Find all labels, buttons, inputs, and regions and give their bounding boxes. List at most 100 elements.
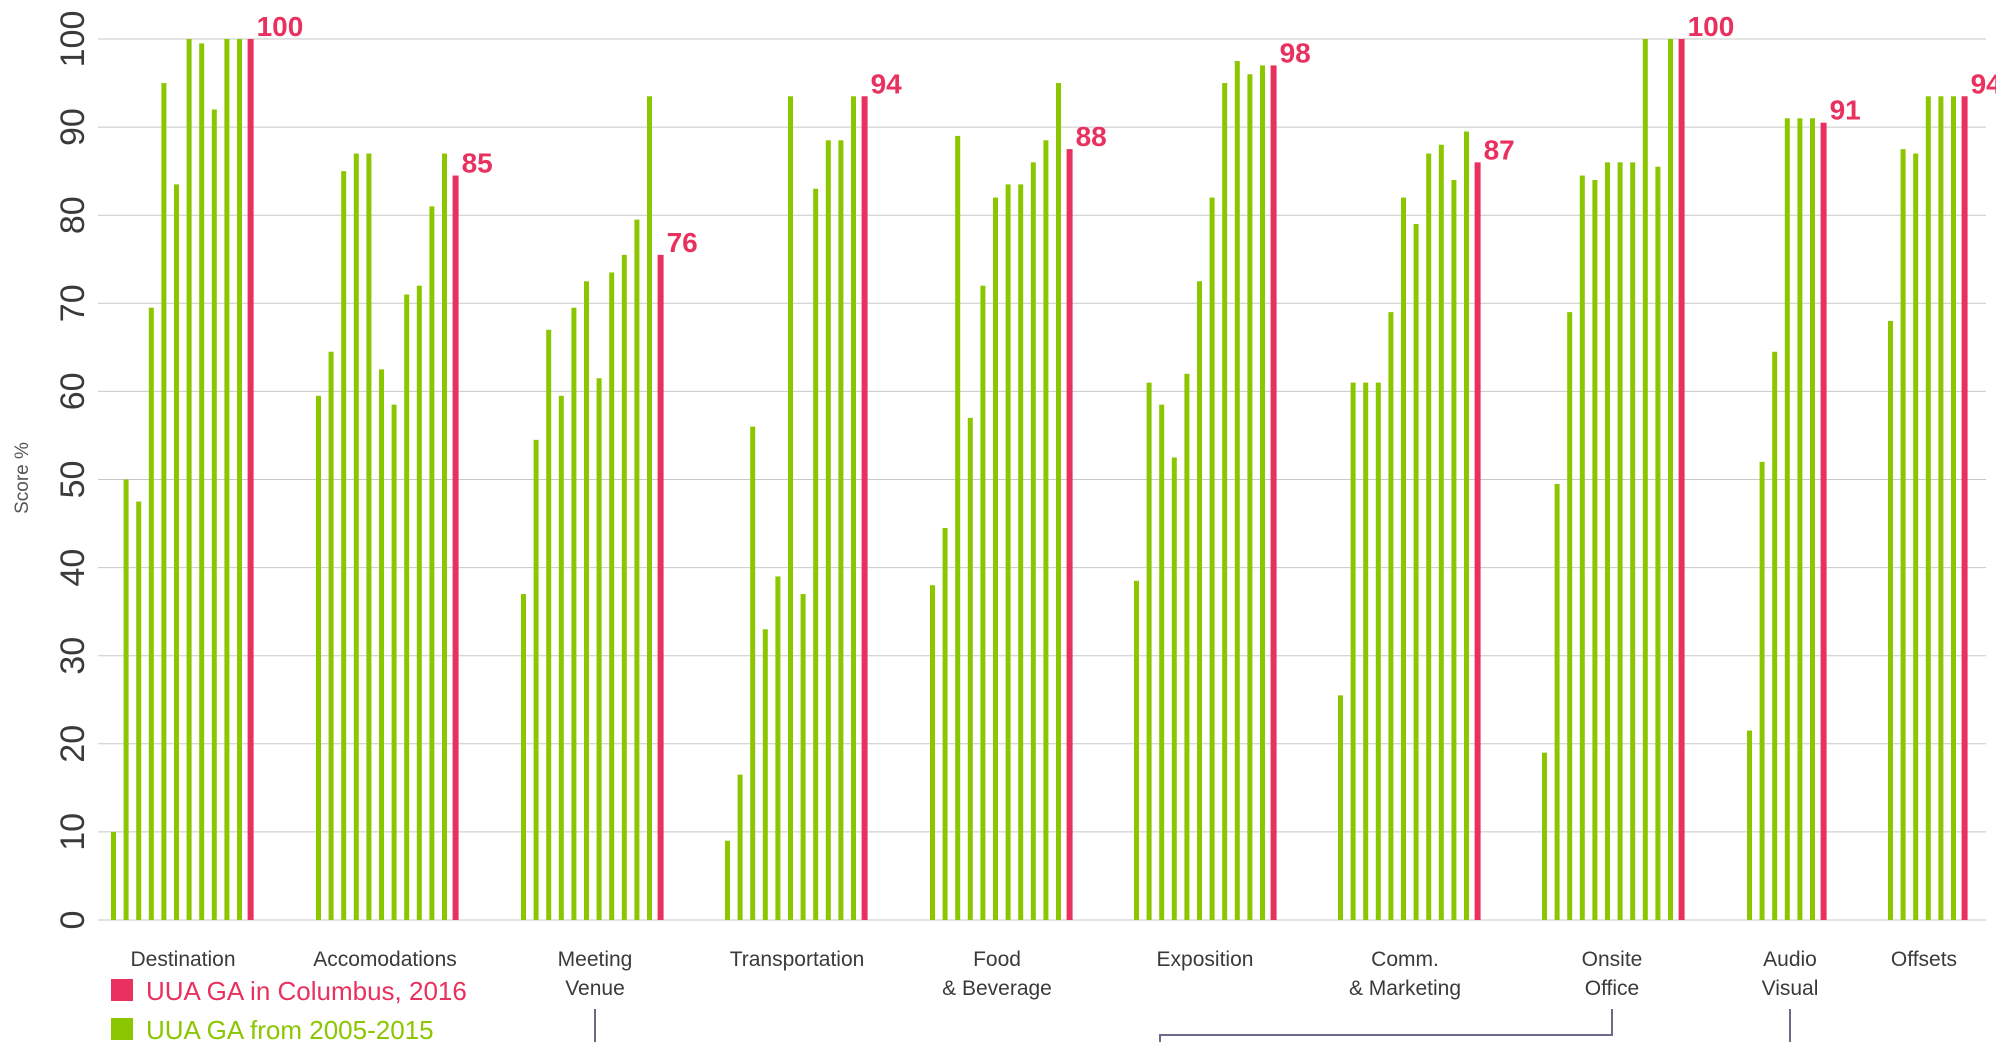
value-label-0: 100: [257, 11, 304, 42]
bar-history-6-5: [1401, 197, 1406, 920]
category-label-6-1: & Marketing: [1349, 977, 1461, 1000]
bar-history-9-0: [1888, 320, 1893, 920]
bar-history-1-5: [379, 369, 384, 920]
bar-history-1-2: [341, 171, 347, 920]
bar-history-3-2: [750, 426, 756, 920]
legend-label-current: UUA GA in Columbus, 2016: [146, 976, 467, 1006]
bar-current-8: [1820, 122, 1827, 920]
y-tick-label-70: 70: [54, 284, 92, 322]
bar-history-5-5: [1197, 281, 1202, 920]
bar-history-8-2: [1772, 351, 1778, 920]
category-label-7-1: Office: [1585, 977, 1639, 1000]
bar-current-5: [1270, 65, 1277, 921]
bar-history-1-7: [404, 294, 410, 920]
bar-history-1-9: [429, 206, 435, 920]
y-tick-label-0: 0: [54, 911, 92, 930]
bar-history-8-4: [1797, 118, 1803, 921]
bar-history-7-10: [1668, 39, 1673, 920]
bar-history-1-8: [416, 285, 422, 920]
bar-history-0-6: [186, 39, 192, 920]
connector-lines: [594, 1009, 1791, 1042]
value-label-5: 98: [1280, 37, 1311, 68]
bar-history-3-3: [762, 629, 768, 920]
bar-history-1-4: [366, 153, 372, 920]
bar-history-3-1: [737, 774, 743, 920]
bar-history-3-5: [788, 96, 793, 920]
bar-history-6-8: [1438, 144, 1444, 921]
bar-history-4-5: [993, 197, 998, 920]
category-label-7-0: Onsite: [1582, 948, 1643, 971]
value-label-6: 87: [1484, 134, 1515, 165]
bar-history-5-7: [1222, 83, 1228, 921]
bar-history-9-5: [1951, 96, 1956, 920]
bar-history-9-1: [1900, 149, 1906, 920]
bar-history-7-5: [1605, 162, 1610, 921]
bar-history-5-2: [1159, 404, 1165, 920]
bar-history-6-2: [1363, 382, 1369, 921]
bar-history-8-5: [1810, 118, 1815, 921]
bar-history-4-8: [1030, 162, 1036, 921]
value-label-1: 85: [462, 148, 493, 179]
value-label-9: 94: [1971, 68, 1996, 99]
bar-current-9: [1961, 96, 1968, 920]
bar-history-3-0: [725, 840, 730, 920]
bar-history-3-7: [813, 188, 819, 920]
bar-history-0-5: [174, 184, 179, 921]
bar-history-4-10: [1056, 83, 1061, 921]
bar-current-4: [1066, 149, 1073, 920]
bar-history-3-4: [775, 576, 781, 920]
bar-history-5-8: [1234, 61, 1240, 920]
category-label-4-0: Food: [973, 948, 1021, 971]
bar-history-6-6: [1413, 224, 1419, 920]
bar-history-6-9: [1451, 179, 1457, 920]
bar-history-0-8: [211, 109, 217, 921]
legend-swatch-history: [111, 1018, 133, 1040]
bar-history-1-1: [328, 351, 334, 920]
bar-history-7-2: [1567, 312, 1573, 920]
category-label-8-0: Audio: [1763, 948, 1817, 971]
bar-history-7-1: [1554, 483, 1560, 920]
bar-history-4-6: [1005, 184, 1011, 921]
bar-history-4-4: [980, 285, 986, 920]
bar-history-9-2: [1913, 153, 1919, 920]
bar-history-7-0: [1542, 752, 1547, 920]
y-tick-label-10: 10: [54, 813, 92, 851]
bar-history-2-7: [609, 272, 615, 921]
bar-history-0-2: [136, 501, 142, 920]
category-label-4-1: & Beverage: [942, 977, 1052, 1000]
bar-history-2-0: [521, 594, 526, 920]
bar-history-2-9: [634, 219, 640, 921]
bar-current-7: [1678, 39, 1685, 920]
bar-current-6: [1474, 162, 1481, 921]
bar-history-0-7: [199, 43, 205, 920]
bar-history-5-6: [1209, 197, 1215, 920]
value-labels: 100 85 76 94 88 98 87 100 91 94: [257, 11, 1996, 258]
bar-history-0-9: [224, 39, 230, 920]
category-label-2-0: Meeting: [558, 948, 633, 971]
category-label-1-0: Accomodations: [313, 948, 457, 971]
bar-history-4-1: [942, 527, 948, 920]
category-label-2-1: Venue: [565, 977, 625, 1000]
value-label-8: 91: [1830, 95, 1861, 126]
bar-history-2-2: [546, 329, 552, 921]
bar-history-4-2: [955, 135, 961, 920]
bar-history-5-10: [1260, 65, 1265, 921]
legend-label-history: UUA GA from 2005-2015: [146, 1015, 434, 1042]
bar-history-2-5: [584, 281, 589, 920]
y-tick-label-40: 40: [54, 549, 92, 587]
bar-history-0-3: [148, 307, 154, 921]
y-tick-label-60: 60: [54, 372, 92, 410]
bar-history-9-4: [1938, 96, 1944, 920]
bar-history-3-6: [800, 594, 806, 920]
bar-history-0-4: [161, 83, 167, 921]
bar-history-6-4: [1388, 312, 1394, 920]
bar-history-2-6: [596, 378, 602, 920]
y-tick-label-30: 30: [54, 637, 92, 675]
bar-history-1-10: [442, 153, 447, 920]
connector-onsite-office: [1159, 1009, 1613, 1042]
bar-history-6-1: [1350, 382, 1356, 921]
category-label-9-0: Offsets: [1891, 948, 1957, 971]
category-labels: Destination Accomodations Meeting Venue Tran…: [130, 948, 1957, 1000]
bar-history-1-0: [316, 395, 321, 920]
y-axis-label: Score %: [12, 442, 33, 514]
